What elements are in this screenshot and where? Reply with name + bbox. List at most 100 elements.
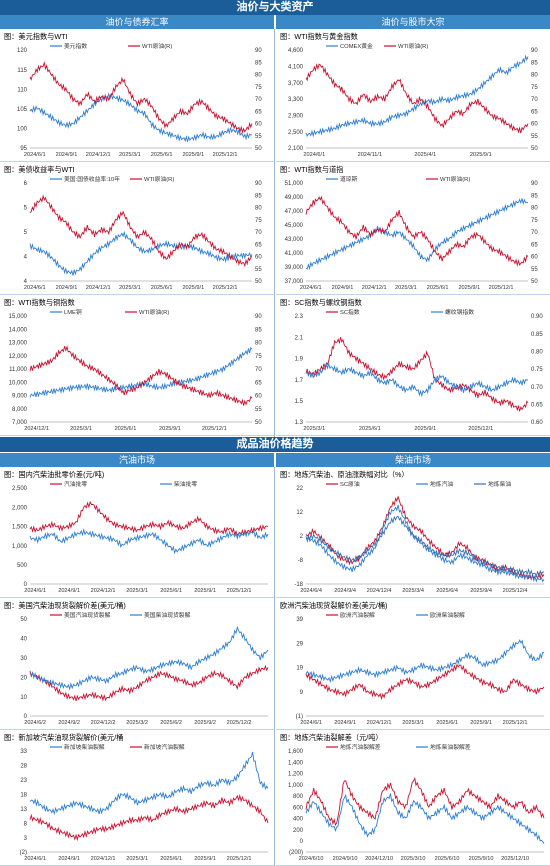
y-tick-right: 70 <box>255 367 262 373</box>
x-tick-label: 2025/6/1 <box>160 588 182 594</box>
x-tick-label: 2024/6/1 <box>24 588 46 594</box>
y-tick-left: 5 <box>24 206 28 212</box>
x-tick-label: 2025/12/2 <box>227 720 252 726</box>
legend-label: 美元指数 <box>64 42 87 50</box>
y-tick-left: 4,600 <box>288 48 304 54</box>
y-tick-left: 95 <box>20 146 27 152</box>
y-tick-right: 75 <box>531 218 538 224</box>
x-tick-label: 2024/6/1 <box>24 152 46 158</box>
y-tick-left: 1,000 <box>288 783 304 789</box>
x-tick-label: 2024/9/1 <box>58 856 80 862</box>
y-tick-right: 85 <box>255 60 262 66</box>
y-tick-left: 1,000 <box>12 544 28 550</box>
x-tick-label: 2024/12/2 <box>91 720 116 726</box>
chart-title: 图：地炼汽柴油裂解差（元/吨） <box>280 733 383 742</box>
y-tick-left: 2,100 <box>288 146 304 152</box>
y-tick-right: 50 <box>531 146 538 152</box>
legend-label: 柴油批零 <box>174 480 197 488</box>
y-tick-left: 2.3 <box>295 314 304 320</box>
y-tick-left: 1.5 <box>295 399 304 405</box>
x-tick-label: 2024/9/2 <box>58 720 80 726</box>
x-tick-label: 2025/3/2 <box>126 720 148 726</box>
y-tick-left: 37,000 <box>285 279 304 285</box>
y-tick-left: 8 <box>24 821 28 827</box>
x-tick-label: 2024/12/1 <box>86 152 111 158</box>
y-tick-left: 29 <box>296 641 303 647</box>
series-line-1 <box>29 528 269 555</box>
x-tick-label: 2025/3/1 <box>119 152 141 158</box>
y-tick-left: 12,000 <box>9 354 28 360</box>
y-tick-left: -8 <box>298 558 304 564</box>
series-line-0 <box>305 337 529 412</box>
y-tick-right: 60 <box>531 122 538 128</box>
x-tick-label: 2025/3/4 <box>402 588 424 594</box>
product-section-title: 成品油价格趋势 <box>0 437 550 452</box>
y-tick-left: 47,000 <box>285 209 304 215</box>
y-tick-right: 0.75 <box>531 367 543 373</box>
y-tick-left: 11,000 <box>9 367 28 373</box>
y-tick-left: 0 <box>300 839 304 845</box>
panel-divider <box>0 294 274 295</box>
x-tick-label: 2025/12/10 <box>501 856 529 862</box>
y-tick-left: 1.3 <box>295 420 304 426</box>
x-tick-label: 2024/6/4 <box>300 588 322 594</box>
y-tick-left: 9 <box>300 690 304 696</box>
y-tick-right: 50 <box>255 279 262 285</box>
y-tick-left: 41,000 <box>285 251 304 257</box>
x-tick-label: 2024/9/1 <box>332 285 354 291</box>
y-tick-left: 43,000 <box>285 237 304 243</box>
x-tick-label: 2025/9/2 <box>194 720 216 726</box>
y-tick-right: 90 <box>255 314 262 320</box>
y-tick-left: 28 <box>20 764 27 770</box>
legend-label: WTI原油(R) <box>398 42 428 50</box>
y-tick-left: 2 <box>300 534 304 540</box>
x-tick-label: 2025/12/1 <box>489 285 514 291</box>
y-tick-left: 19 <box>296 666 303 672</box>
y-tick-left: 7,000 <box>12 420 28 426</box>
x-tick-label: 2024/12/1 <box>367 720 392 726</box>
legend-label: 道琼斯 <box>340 175 358 183</box>
y-tick-right: 80 <box>255 206 262 212</box>
series-line-0 <box>305 54 529 138</box>
y-tick-right: 75 <box>255 354 262 360</box>
y-tick-left: 33 <box>20 749 27 755</box>
y-tick-right: 90 <box>255 48 262 54</box>
y-tick-right: 70 <box>255 230 262 236</box>
chart-svg: 1.3 1.5 1.7 1.9 2.1 2.3 0.60 0.65 0.70 0.75 0.80 0.… <box>295 308 544 432</box>
y-tick-right: 60 <box>255 122 262 128</box>
panel-divider <box>0 597 274 598</box>
x-tick-label: 2025/9/4 <box>470 588 492 594</box>
x-tick-label: 2025/9/1 <box>414 426 436 432</box>
y-tick-left: 4,100 <box>288 65 304 71</box>
y-tick-left: 51,000 <box>285 181 304 187</box>
x-tick-label: 2025/6/4 <box>436 588 458 594</box>
y-tick-left: 1,500 <box>12 525 28 531</box>
series-line-1 <box>29 625 269 691</box>
y-tick-left: 800 <box>293 794 304 800</box>
legend-label: 地炼柴油裂解差 <box>430 743 471 751</box>
legend-label: SC指数 <box>340 308 360 316</box>
series-line-1 <box>29 793 269 842</box>
chart-svg: (1) 9 19 29 39 2024/6/1 2024/9/1 2024/12/1 2025/… <box>296 611 545 726</box>
x-tick-label: 2025/3/1 <box>395 285 417 291</box>
series-line-1 <box>305 793 545 844</box>
x-tick-label: 2025/9/1 <box>470 720 492 726</box>
x-tick-label: 2024/6/1 <box>24 285 46 291</box>
chart-title: 图：WTI指数与铜指数 <box>4 298 75 307</box>
y-tick-right: 0.85 <box>531 332 543 338</box>
y-tick-left: 6 <box>24 181 28 187</box>
y-tick-right: 75 <box>531 85 538 91</box>
y-tick-left: 2,900 <box>288 114 304 120</box>
y-tick-right: 60 <box>255 394 262 400</box>
y-tick-left: 12 <box>296 510 303 516</box>
chart-panel-p11: 图：新加坡汽柴油现货裂解价(美元/桶 (2) 3 8 13 18 23 28 33 2024/6/… <box>0 731 274 866</box>
chart-panel-p9: 图：美国汽柴油现货裂解价差(美元/桶) 0 10 20 30 40 50 2024/6/2 20… <box>0 599 274 730</box>
x-tick-label: 2024/9/1 <box>334 720 356 726</box>
x-tick-label: 2025/12/1 <box>213 285 238 291</box>
series-line-0 <box>29 92 253 143</box>
chart-panel-p12: 图：地炼汽柴油裂解差（元/吨） (200) 0 200 400 600 800 1,000 1,… <box>276 731 550 866</box>
x-tick-label: 2024/6/2 <box>24 720 46 726</box>
legend-label: 欧洲汽油裂解 <box>340 611 375 619</box>
y-tick-right: 80 <box>531 73 538 79</box>
y-tick-left: 4 <box>24 255 28 261</box>
